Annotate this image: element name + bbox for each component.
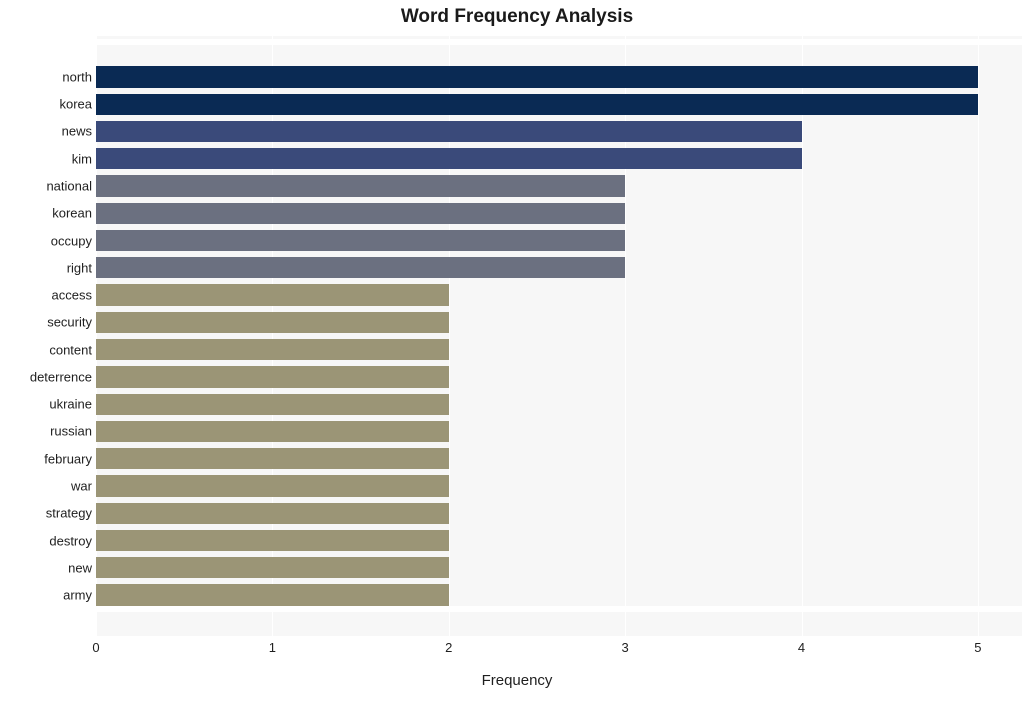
y-tick-label: war [71,479,92,494]
y-tick-label: kim [72,151,92,166]
chart-title: Word Frequency Analysis [0,6,1034,28]
y-tick-label: ukraine [49,397,92,412]
bar [96,121,802,142]
x-tick-label: 4 [798,640,805,655]
x-tick-label: 2 [445,640,452,655]
y-tick-label: security [47,315,92,330]
x-axis-label: Frequency [0,672,1034,689]
y-tick-label: army [63,588,92,603]
y-tick-label: national [46,179,92,194]
y-tick-label: access [52,288,92,303]
x-tick-label: 1 [269,640,276,655]
x-tick-label: 3 [622,640,629,655]
grid-line [802,36,803,636]
bar [96,557,449,578]
bar [96,530,449,551]
y-tick-label: news [62,124,92,139]
grid-line [978,36,979,636]
y-tick-label: occupy [51,233,92,248]
bar [96,94,978,115]
bar [96,366,449,387]
grid-band [96,606,1022,612]
word-frequency-chart: Word Frequency Analysis Frequency 0 1 2 3 4 5… [0,0,1034,701]
bar [96,421,449,442]
y-tick-label: strategy [46,506,92,521]
bar [96,394,449,415]
y-tick-label: new [68,560,92,575]
y-tick-label: korean [52,206,92,221]
bar [96,148,802,169]
bar [96,230,625,251]
grid-band [96,39,1022,45]
x-tick-label: 0 [92,640,99,655]
bar [96,312,449,333]
bar [96,475,449,496]
y-tick-label: right [67,260,92,275]
bar [96,503,449,524]
y-tick-label: content [49,342,92,357]
y-tick-label: destroy [49,533,92,548]
bar [96,339,449,360]
y-tick-label: deterrence [30,369,92,384]
bar [96,584,449,605]
bar [96,66,978,87]
bar [96,448,449,469]
y-tick-label: north [62,69,92,84]
plot-area [96,36,1022,636]
y-tick-label: russian [50,424,92,439]
x-tick-label: 5 [974,640,981,655]
bar [96,257,625,278]
bar [96,284,449,305]
bar [96,175,625,196]
bar [96,203,625,224]
y-tick-label: korea [59,97,92,112]
y-tick-label: february [44,451,92,466]
